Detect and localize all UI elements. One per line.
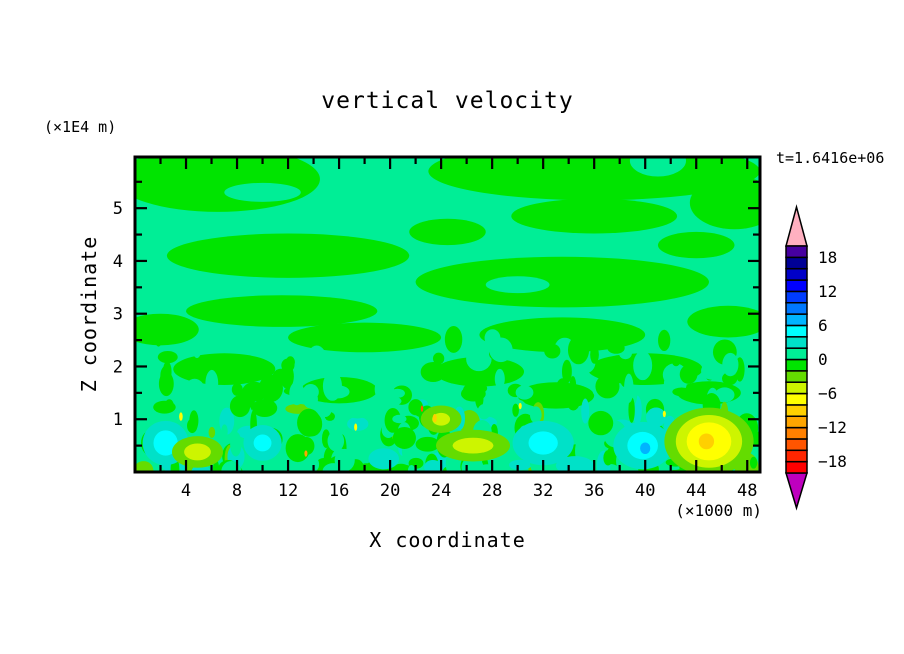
svg-text:1: 1 bbox=[113, 410, 123, 430]
svg-text:18: 18 bbox=[818, 248, 837, 267]
svg-text:16: 16 bbox=[329, 481, 349, 501]
svg-text:5: 5 bbox=[113, 199, 123, 219]
svg-text:40: 40 bbox=[635, 481, 655, 501]
time-annotation: t=1.6416e+06 bbox=[776, 149, 885, 167]
x-axis-title: X coordinate bbox=[369, 528, 526, 552]
svg-text:36: 36 bbox=[584, 481, 604, 501]
svg-text:32: 32 bbox=[533, 481, 553, 501]
plot-field bbox=[135, 157, 760, 472]
svg-text:24: 24 bbox=[431, 481, 451, 501]
y-tick-labels: 1 2 3 4 5 bbox=[113, 199, 123, 430]
x-tick-labels: 4 8 12 16 20 24 28 32 36 40 44 48 bbox=[181, 481, 758, 501]
svg-text:44: 44 bbox=[686, 481, 706, 501]
svg-text:3: 3 bbox=[113, 305, 123, 325]
svg-text:28: 28 bbox=[482, 481, 502, 501]
svg-text:−18: −18 bbox=[818, 452, 847, 471]
svg-text:12: 12 bbox=[818, 282, 837, 301]
y-axis-unit-label: (×1E4 m) bbox=[44, 118, 117, 136]
svg-text:2: 2 bbox=[113, 357, 123, 377]
svg-text:20: 20 bbox=[380, 481, 400, 501]
x-axis-unit-label: (×1000 m) bbox=[675, 501, 762, 520]
svg-text:6: 6 bbox=[818, 316, 828, 335]
svg-text:48: 48 bbox=[737, 481, 757, 501]
svg-text:4: 4 bbox=[113, 252, 123, 272]
svg-text:8: 8 bbox=[232, 481, 242, 501]
svg-text:−12: −12 bbox=[818, 418, 847, 437]
y-axis-title: Z coordinate bbox=[77, 235, 101, 393]
svg-text:−6: −6 bbox=[818, 384, 837, 403]
svg-text:0: 0 bbox=[818, 350, 828, 369]
colorbar-labels: 18 12 6 0 −6 −12 −18 bbox=[818, 248, 847, 471]
plot-title: vertical velocity bbox=[321, 88, 574, 114]
axis-ticks bbox=[135, 157, 760, 472]
svg-text:12: 12 bbox=[278, 481, 298, 501]
colorbar bbox=[784, 204, 809, 511]
svg-text:4: 4 bbox=[181, 481, 191, 501]
